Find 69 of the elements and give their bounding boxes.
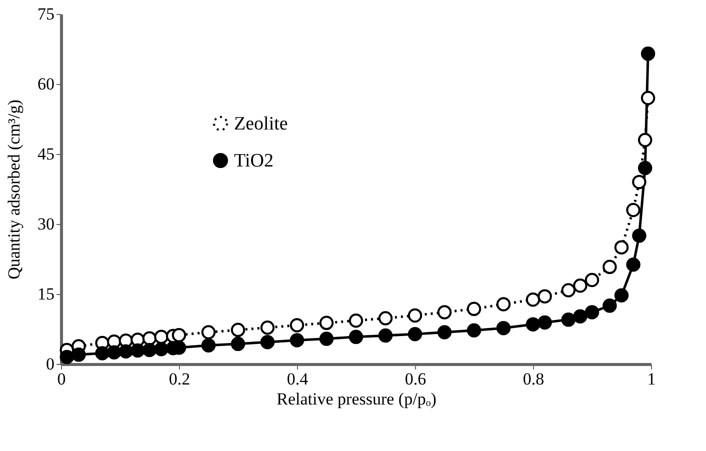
point (538, 289, 552, 304)
point (106, 345, 122, 360)
point (584, 272, 600, 288)
point (348, 313, 364, 328)
point (614, 288, 629, 303)
point (526, 317, 540, 332)
x-tick-label: 0.8 (522, 370, 544, 388)
x-tick-label: 0.2 (168, 370, 190, 388)
point (142, 342, 157, 358)
legend-label: Zeolite (234, 114, 288, 134)
point (437, 325, 452, 340)
point (640, 46, 656, 61)
point (290, 318, 304, 332)
point (378, 311, 393, 326)
point (118, 344, 134, 359)
point (538, 315, 552, 330)
point (319, 316, 334, 330)
y-tick-label: 45 (38, 144, 54, 164)
point (626, 202, 640, 218)
y-tick-label: 30 (38, 214, 54, 234)
point (466, 323, 482, 338)
point (437, 305, 452, 320)
point (72, 348, 86, 362)
point (201, 338, 216, 352)
point (632, 228, 646, 243)
y-tick-label: 60 (38, 74, 54, 94)
point (95, 346, 110, 360)
point (60, 350, 74, 364)
x-axis-title: Relative pressure (p/pₒ) (276, 390, 436, 408)
point (172, 328, 186, 342)
legend-label: TiO2 (234, 150, 274, 172)
point (640, 90, 656, 106)
y-tick-label: 75 (38, 4, 54, 24)
point (290, 333, 304, 348)
point (496, 297, 511, 312)
point (573, 278, 588, 293)
y-axis-title: Quantity adsorbed (cm³/g) (4, 100, 24, 280)
point (638, 160, 652, 176)
y-tick-label: 15 (38, 284, 54, 304)
x-tick-label: 0.4 (286, 370, 309, 388)
point (378, 328, 393, 343)
x-tick-label: 0.6 (404, 370, 426, 388)
x-tick-label: 0 (57, 370, 66, 388)
point (260, 320, 275, 335)
point (584, 305, 600, 320)
point (561, 312, 576, 327)
point (260, 334, 275, 350)
point (632, 174, 646, 190)
point (626, 257, 640, 272)
x-tick-label: 1 (647, 370, 656, 388)
point (614, 240, 629, 254)
point (348, 330, 364, 344)
point (201, 325, 216, 340)
point (230, 322, 246, 338)
y-tick-label: 0 (46, 354, 54, 374)
point (638, 132, 652, 148)
point (408, 308, 422, 323)
point (602, 260, 617, 274)
point (319, 332, 334, 346)
point (602, 298, 617, 313)
point (573, 309, 588, 324)
point (230, 336, 246, 352)
point (496, 320, 511, 336)
point (130, 343, 145, 358)
point (466, 302, 482, 316)
point (526, 292, 540, 307)
point (408, 327, 422, 342)
point (154, 342, 168, 356)
point (561, 283, 576, 298)
